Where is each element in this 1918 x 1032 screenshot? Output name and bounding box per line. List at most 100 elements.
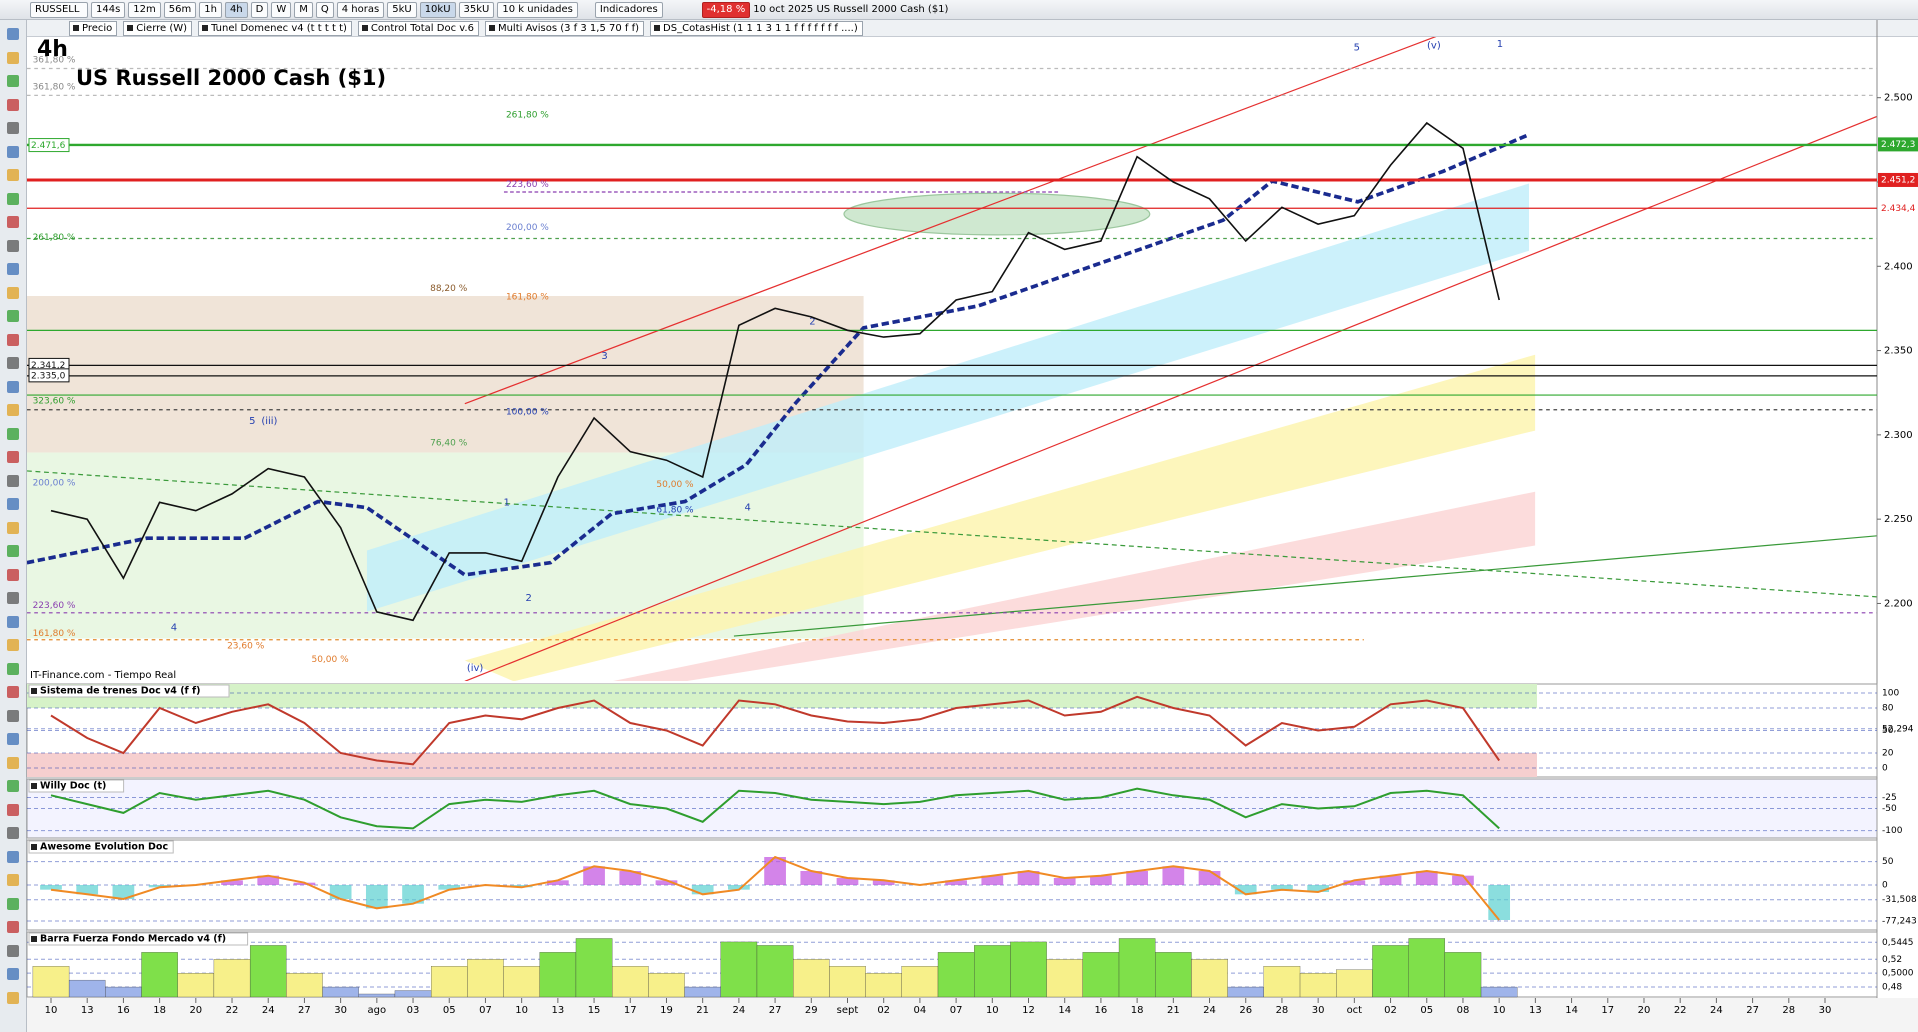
tool-icon[interactable] bbox=[7, 310, 19, 322]
tool-icon[interactable] bbox=[7, 897, 19, 910]
study-tag[interactable]: DS_CotasHist (1 1 1 3 1 1 f f f f f f f … bbox=[650, 20, 863, 36]
wave-label: (iii) bbox=[261, 416, 277, 427]
drawing-tools bbox=[0, 20, 27, 1032]
force-bar bbox=[1118, 938, 1156, 998]
histogram-bar bbox=[546, 880, 569, 885]
level-label: 2.335,0 bbox=[31, 371, 66, 381]
tool-icon[interactable] bbox=[7, 545, 19, 557]
tool-icon[interactable] bbox=[7, 756, 19, 769]
tool-icon[interactable] bbox=[7, 521, 19, 534]
x-tick-label: 13 bbox=[81, 1005, 94, 1016]
panel-tick-label: 0 bbox=[1882, 881, 1888, 891]
y-tick-label: 2.200 bbox=[1884, 598, 1913, 609]
tool-icon[interactable] bbox=[7, 944, 19, 957]
tool-icon[interactable] bbox=[7, 498, 19, 510]
histogram-bar bbox=[1379, 875, 1402, 885]
x-tick-label: oct bbox=[1347, 1005, 1363, 1016]
tool-icon[interactable] bbox=[7, 874, 19, 886]
tool-icon[interactable] bbox=[7, 145, 19, 158]
tool-icon[interactable] bbox=[7, 733, 19, 745]
tool-icon[interactable] bbox=[7, 780, 19, 792]
force-bar bbox=[1480, 986, 1518, 998]
period-select[interactable]: 4 horas bbox=[336, 1, 385, 18]
panel-tick-label: 52,294 bbox=[1882, 724, 1914, 734]
timeframe-button[interactable]: 56m bbox=[163, 1, 197, 18]
study-tag[interactable]: Tunel Domenec v4 (t t t t t) bbox=[198, 20, 352, 36]
panel-tick-label: 0,5445 bbox=[1882, 938, 1914, 948]
timeframe-button[interactable]: 12m bbox=[128, 1, 161, 18]
indicators-button[interactable]: Indicadores bbox=[594, 1, 663, 18]
tool-icon[interactable] bbox=[7, 380, 19, 393]
tool-icon[interactable] bbox=[7, 850, 19, 863]
timeframe-button[interactable]: Q bbox=[315, 1, 334, 18]
x-tick-label: 30 bbox=[334, 1005, 347, 1016]
panel-tick-label: -100 bbox=[1882, 826, 1903, 836]
tool-icon[interactable] bbox=[7, 474, 19, 487]
tool-icon[interactable] bbox=[7, 568, 19, 581]
tool-icon[interactable] bbox=[7, 263, 19, 275]
tool-icon[interactable] bbox=[7, 991, 19, 1004]
histogram-bar bbox=[402, 885, 424, 904]
tool-icon[interactable] bbox=[7, 216, 19, 228]
timeframe-button[interactable]: 4h bbox=[224, 1, 248, 18]
timeframe-button[interactable]: 1h bbox=[199, 1, 222, 18]
tool-icon[interactable] bbox=[7, 615, 19, 628]
tool-icon[interactable] bbox=[7, 709, 19, 722]
study-tag[interactable]: Cierre (W) bbox=[123, 20, 193, 36]
tool-icon[interactable] bbox=[7, 239, 19, 252]
timeframe-button[interactable]: W bbox=[271, 1, 292, 18]
force-bar bbox=[141, 952, 178, 998]
tool-icon[interactable] bbox=[7, 192, 19, 205]
tool-icon[interactable] bbox=[7, 827, 19, 839]
timeframe-button[interactable]: D bbox=[250, 1, 269, 18]
force-bar bbox=[1227, 986, 1264, 998]
tool-icon[interactable] bbox=[7, 98, 19, 111]
tool-icon[interactable] bbox=[7, 286, 19, 299]
tool-icon[interactable] bbox=[7, 333, 19, 346]
wave-label: 2 bbox=[809, 317, 815, 328]
symbol-box[interactable]: RUSSELL bbox=[30, 1, 88, 18]
force-bar bbox=[720, 941, 758, 998]
timeframe-button[interactable]: 144s bbox=[91, 1, 126, 18]
tool-icon[interactable] bbox=[7, 75, 19, 87]
tool-icon[interactable] bbox=[7, 122, 19, 134]
tool-icon[interactable] bbox=[7, 662, 19, 675]
tool-icon[interactable] bbox=[7, 169, 19, 181]
tool-icon[interactable] bbox=[7, 968, 19, 980]
tool-icon[interactable] bbox=[7, 639, 19, 651]
tool-icon[interactable] bbox=[7, 404, 19, 416]
studies-bar: Precio Cierre (W) Tunel Domenec v4 (t t t … bbox=[27, 20, 1918, 37]
tunnel-band bbox=[464, 354, 1536, 681]
unit-select[interactable]: 10 k unidades bbox=[497, 1, 578, 18]
wave-label: 1 bbox=[504, 498, 510, 509]
study-tag[interactable]: Precio bbox=[69, 20, 118, 36]
panel-title-icon bbox=[31, 844, 37, 850]
study-tag[interactable]: Control Total Doc v.6 bbox=[357, 20, 479, 36]
tool-icon[interactable] bbox=[7, 451, 19, 463]
tool-icon[interactable] bbox=[7, 686, 19, 698]
tool-icon[interactable] bbox=[7, 592, 19, 604]
tool-icon[interactable] bbox=[7, 427, 19, 440]
fib-label: 61,80 % bbox=[656, 506, 694, 516]
histogram-bar bbox=[329, 885, 352, 899]
tool-icon[interactable] bbox=[7, 51, 19, 64]
study-tag[interactable]: Multi Avisos (3 f 3 1,5 70 f f) bbox=[484, 20, 645, 36]
tool-icon[interactable] bbox=[7, 357, 19, 369]
tool-icon[interactable] bbox=[7, 28, 19, 40]
force-bar bbox=[612, 966, 649, 998]
fib-label: 100,00 % bbox=[506, 408, 549, 418]
timeframe-button[interactable]: M bbox=[294, 1, 313, 18]
force-bar bbox=[648, 973, 685, 998]
panel-title: Barra Fuerza Fondo Mercado v4 (f) bbox=[40, 934, 226, 945]
tool-icon[interactable] bbox=[7, 803, 19, 816]
unit-button[interactable]: 10kU bbox=[419, 1, 456, 18]
wave-label: 1 bbox=[1497, 39, 1503, 50]
channel-line bbox=[464, 115, 1877, 681]
unit-button[interactable]: 35kU bbox=[458, 1, 495, 18]
panel-title-bg bbox=[28, 684, 230, 698]
tool-icon[interactable] bbox=[7, 921, 19, 933]
x-tick-label: 24 bbox=[1710, 1005, 1723, 1016]
force-bar bbox=[1299, 973, 1337, 998]
unit-button[interactable]: 5kU bbox=[387, 1, 417, 18]
